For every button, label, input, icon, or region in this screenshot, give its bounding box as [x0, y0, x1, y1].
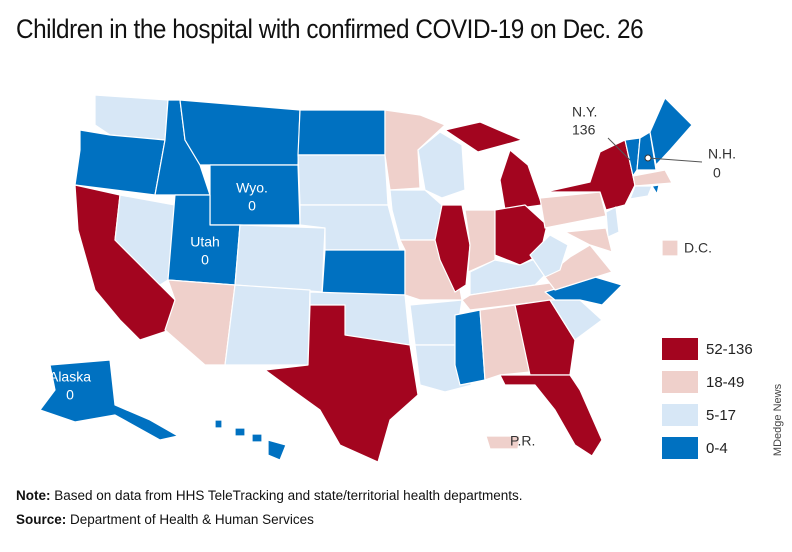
state — [74, 129, 166, 196]
annotation: Wyo. — [236, 180, 268, 196]
annotation: N.Y. — [572, 104, 597, 120]
state — [384, 109, 446, 191]
legend: 52-136 18-49 5-17 0-4 — [662, 338, 753, 459]
state — [564, 227, 613, 253]
state — [649, 97, 693, 166]
legend-label: 18-49 — [706, 374, 744, 391]
annotation: Utah — [190, 234, 220, 250]
annotation: D.C. — [684, 240, 712, 256]
leader-line — [647, 157, 703, 163]
state — [94, 94, 169, 141]
state — [114, 194, 176, 286]
source: Source: Department of Health & Human Ser… — [16, 512, 314, 527]
state — [297, 109, 386, 156]
state — [39, 359, 179, 441]
state — [321, 249, 406, 296]
state — [479, 304, 531, 381]
state — [454, 309, 486, 386]
state — [224, 284, 311, 366]
legend-label: 52-136 — [706, 341, 753, 358]
legend-swatch — [662, 338, 698, 360]
leader-dot — [644, 154, 652, 162]
state — [179, 99, 301, 166]
state — [417, 131, 466, 199]
state — [544, 244, 613, 291]
annotation: 0 — [66, 387, 74, 403]
annotation: 0 — [713, 165, 721, 181]
state — [214, 419, 223, 429]
state — [164, 279, 236, 366]
state — [539, 191, 607, 229]
legend-swatch — [662, 437, 698, 459]
state — [499, 374, 603, 457]
state — [389, 189, 443, 241]
title: Children in the hospital with confirmed … — [16, 14, 644, 44]
annotation: 0 — [248, 198, 256, 214]
legend-label: 0-4 — [706, 440, 728, 457]
state — [234, 427, 246, 437]
note-text: Based on data from HHS TeleTracking and … — [54, 488, 523, 503]
dc-box — [661, 239, 679, 257]
state — [297, 154, 389, 206]
legend-label: 5-17 — [706, 407, 736, 424]
state — [444, 121, 523, 153]
state — [267, 439, 287, 461]
legend-swatch — [662, 371, 698, 393]
state — [499, 149, 543, 211]
state — [234, 224, 326, 293]
source-label: Source: — [16, 512, 67, 527]
state — [251, 433, 263, 443]
states — [39, 94, 693, 463]
state — [514, 299, 576, 376]
annotation: N.H. — [708, 146, 736, 162]
annotation: 0 — [201, 252, 209, 268]
leader-line — [607, 137, 631, 161]
note: Note: Based on data from HHS TeleTrackin… — [16, 488, 523, 503]
state — [651, 184, 660, 195]
annotation: P.R. — [510, 433, 535, 449]
note-label: Note: — [16, 488, 51, 503]
annotation: 136 — [572, 122, 596, 138]
state — [434, 204, 471, 293]
source-text: Department of Health & Human Services — [70, 512, 314, 527]
credit: MDedge News — [772, 383, 784, 456]
legend-swatch — [662, 404, 698, 426]
state — [529, 234, 569, 278]
annotation: Alaska — [49, 369, 91, 385]
state — [629, 185, 653, 200]
state — [605, 206, 620, 238]
state — [264, 304, 419, 463]
state — [409, 299, 463, 346]
territory — [485, 435, 521, 450]
state — [632, 169, 673, 187]
